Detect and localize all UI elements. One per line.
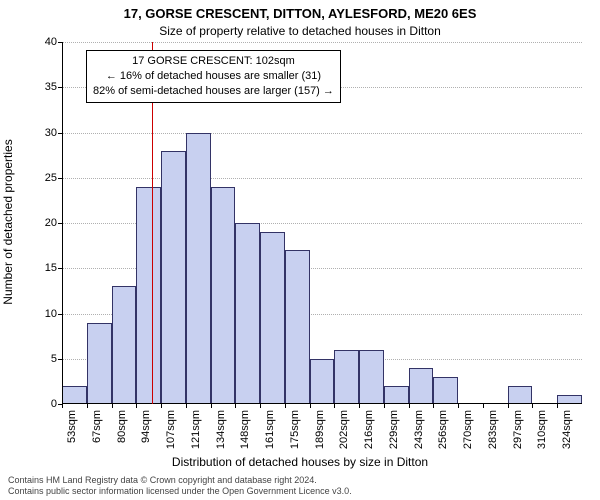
- y-tick-label: 20: [7, 217, 57, 229]
- x-tick-label: 229sqm: [388, 410, 400, 449]
- x-tick-label: 283sqm: [487, 410, 499, 449]
- x-tick-label: 175sqm: [289, 410, 301, 449]
- y-tick-label: 25: [7, 172, 57, 184]
- x-tick-label: 243sqm: [413, 410, 425, 449]
- annotation-line-3: 82% of semi-detached houses are larger (…: [93, 84, 334, 99]
- page-title-1: 17, GORSE CRESCENT, DITTON, AYLESFORD, M…: [0, 6, 600, 21]
- x-axis-label: Distribution of detached houses by size …: [0, 455, 600, 469]
- x-tick-label: 67sqm: [91, 410, 103, 443]
- x-tick-label: 80sqm: [116, 410, 128, 443]
- x-tick-label: 297sqm: [512, 410, 524, 449]
- x-tick-label: 121sqm: [190, 410, 202, 449]
- annotation-box: 17 GORSE CRESCENT: 102sqm ← 16% of detac…: [86, 50, 341, 103]
- x-tick-label: 107sqm: [165, 410, 177, 449]
- y-tick-label: 5: [7, 353, 57, 365]
- footer: Contains HM Land Registry data © Crown c…: [8, 475, 352, 496]
- annotation-line-1: 17 GORSE CRESCENT: 102sqm: [93, 54, 334, 69]
- x-tick-label: 148sqm: [239, 410, 251, 449]
- x-tick-label: 189sqm: [314, 410, 326, 449]
- y-tick-label: 30: [7, 127, 57, 139]
- y-tick-label: 40: [7, 36, 57, 48]
- page-title-2: Size of property relative to detached ho…: [0, 24, 600, 38]
- x-tick-label: 324sqm: [561, 410, 573, 449]
- x-tick-label: 256sqm: [437, 410, 449, 449]
- x-tick-label: 270sqm: [462, 410, 474, 449]
- x-tick-label: 94sqm: [140, 410, 152, 443]
- x-tick-label: 310sqm: [536, 410, 548, 449]
- x-tick-label: 134sqm: [215, 410, 227, 449]
- y-tick-label: 15: [7, 262, 57, 274]
- x-tick-label: 53sqm: [66, 410, 78, 443]
- y-tick-label: 35: [7, 81, 57, 93]
- x-tick-label: 161sqm: [264, 410, 276, 449]
- x-tick-label: 216sqm: [363, 410, 375, 449]
- footer-line-2: Contains public sector information licen…: [8, 486, 352, 496]
- annotation-line-2: ← 16% of detached houses are smaller (31…: [93, 69, 334, 84]
- footer-line-1: Contains HM Land Registry data © Crown c…: [8, 475, 352, 485]
- x-tick-label: 202sqm: [338, 410, 350, 449]
- y-tick-label: 0: [7, 398, 57, 410]
- y-tick-label: 10: [7, 308, 57, 320]
